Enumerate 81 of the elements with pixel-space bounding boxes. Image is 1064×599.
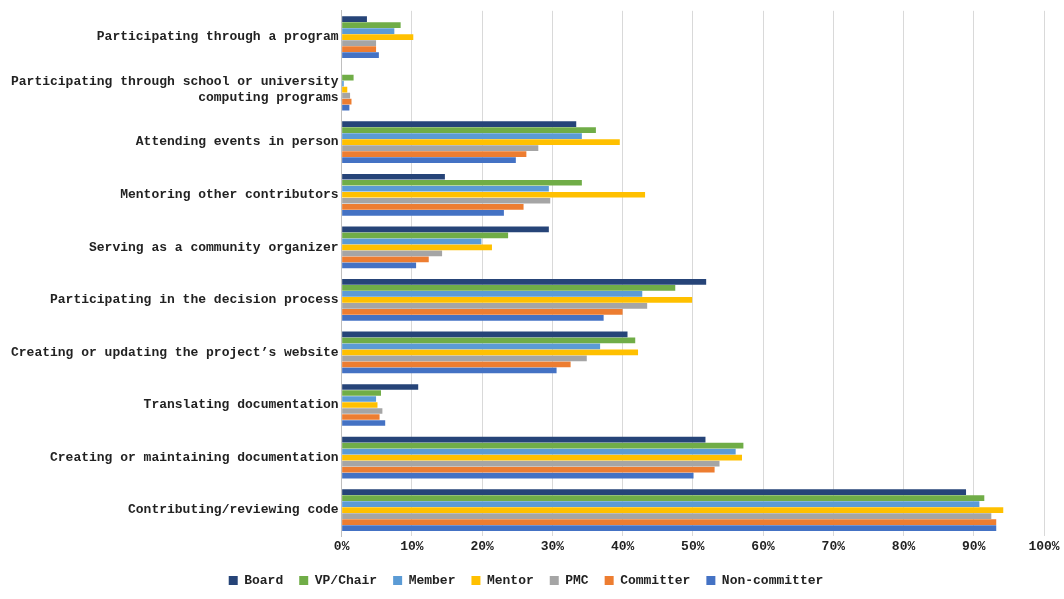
bar [342, 507, 1004, 513]
bar [342, 127, 596, 134]
bar [342, 121, 577, 128]
legend-label: Member [408, 572, 456, 588]
bar [342, 262, 417, 269]
bar [342, 209, 504, 216]
bar [342, 185, 549, 192]
y-tick-label: Serving as a community organizer [89, 239, 339, 255]
bar [342, 250, 443, 257]
bar [342, 104, 350, 111]
bar [342, 519, 997, 525]
y-tick-label: Mentoring other contributors [120, 187, 339, 203]
bar [342, 40, 377, 46]
x-tick-label: 20% [470, 539, 495, 555]
x-tick-label: 70% [821, 539, 846, 555]
bar [342, 203, 524, 210]
legend-label: PMC [565, 572, 589, 588]
bar [342, 191, 646, 198]
x-tick-label: 100% [1028, 539, 1060, 555]
bar [342, 513, 992, 519]
bar [342, 309, 623, 315]
y-tick-label: Participating through a program [96, 29, 339, 45]
bar [342, 232, 509, 239]
x-tick-label: 80% [891, 539, 916, 555]
bar [342, 139, 620, 146]
bar [342, 157, 516, 164]
bar [342, 197, 551, 204]
bar [342, 279, 707, 285]
legend-label: Mentor [486, 572, 534, 588]
bar [342, 402, 378, 408]
legend-label: VP/Chair [314, 572, 378, 588]
y-tick-label: Creating or maintaining documentation [50, 449, 339, 465]
bar [342, 256, 429, 263]
bar [342, 179, 582, 186]
bar [342, 291, 643, 297]
x-tick-label: 60% [751, 539, 775, 555]
y-tick-label: Translating documentation [143, 397, 339, 413]
bar [342, 98, 352, 105]
y-tick-label: Creating or updating the project’s website [11, 344, 339, 360]
bar [342, 495, 985, 501]
bar [342, 489, 967, 495]
bar [342, 151, 527, 158]
y-tick-label: Participating in the decision process [50, 292, 339, 308]
bar [342, 315, 604, 321]
bar [342, 303, 648, 309]
bar [342, 384, 419, 390]
bar [342, 52, 379, 58]
bar [342, 414, 380, 420]
bar [342, 396, 377, 402]
y-tick-label: Participating through school or university computing programs [11, 74, 339, 105]
bar [342, 173, 445, 180]
bar [342, 22, 401, 28]
bar [342, 226, 549, 233]
x-tick-label: 30% [540, 539, 565, 555]
bar [342, 244, 492, 251]
y-tick-label: Attending events in person [135, 134, 339, 150]
bar [342, 74, 354, 81]
x-tick-label: 50% [681, 539, 705, 555]
bar [342, 408, 383, 414]
bar [342, 145, 539, 152]
bar [342, 525, 997, 531]
bar [342, 285, 676, 291]
bar [342, 28, 395, 34]
bar [342, 420, 386, 426]
bar [342, 390, 381, 396]
bar [342, 501, 980, 507]
bar [342, 16, 367, 22]
legend-label: Committer [620, 572, 691, 588]
x-tick-label: 0% [333, 539, 350, 555]
x-tick-label: 90% [962, 539, 986, 555]
bar [342, 92, 351, 99]
bar [342, 34, 414, 40]
legend-label: Board [244, 572, 284, 588]
bar [342, 133, 582, 140]
legend-label: Non-committer [721, 572, 824, 588]
bar [342, 238, 482, 245]
x-tick-label: 40% [610, 539, 635, 555]
x-tick-label: 10% [400, 539, 424, 555]
bar [342, 46, 377, 52]
y-tick-label: Contributing/reviewing code [128, 502, 339, 518]
bar [342, 297, 693, 303]
